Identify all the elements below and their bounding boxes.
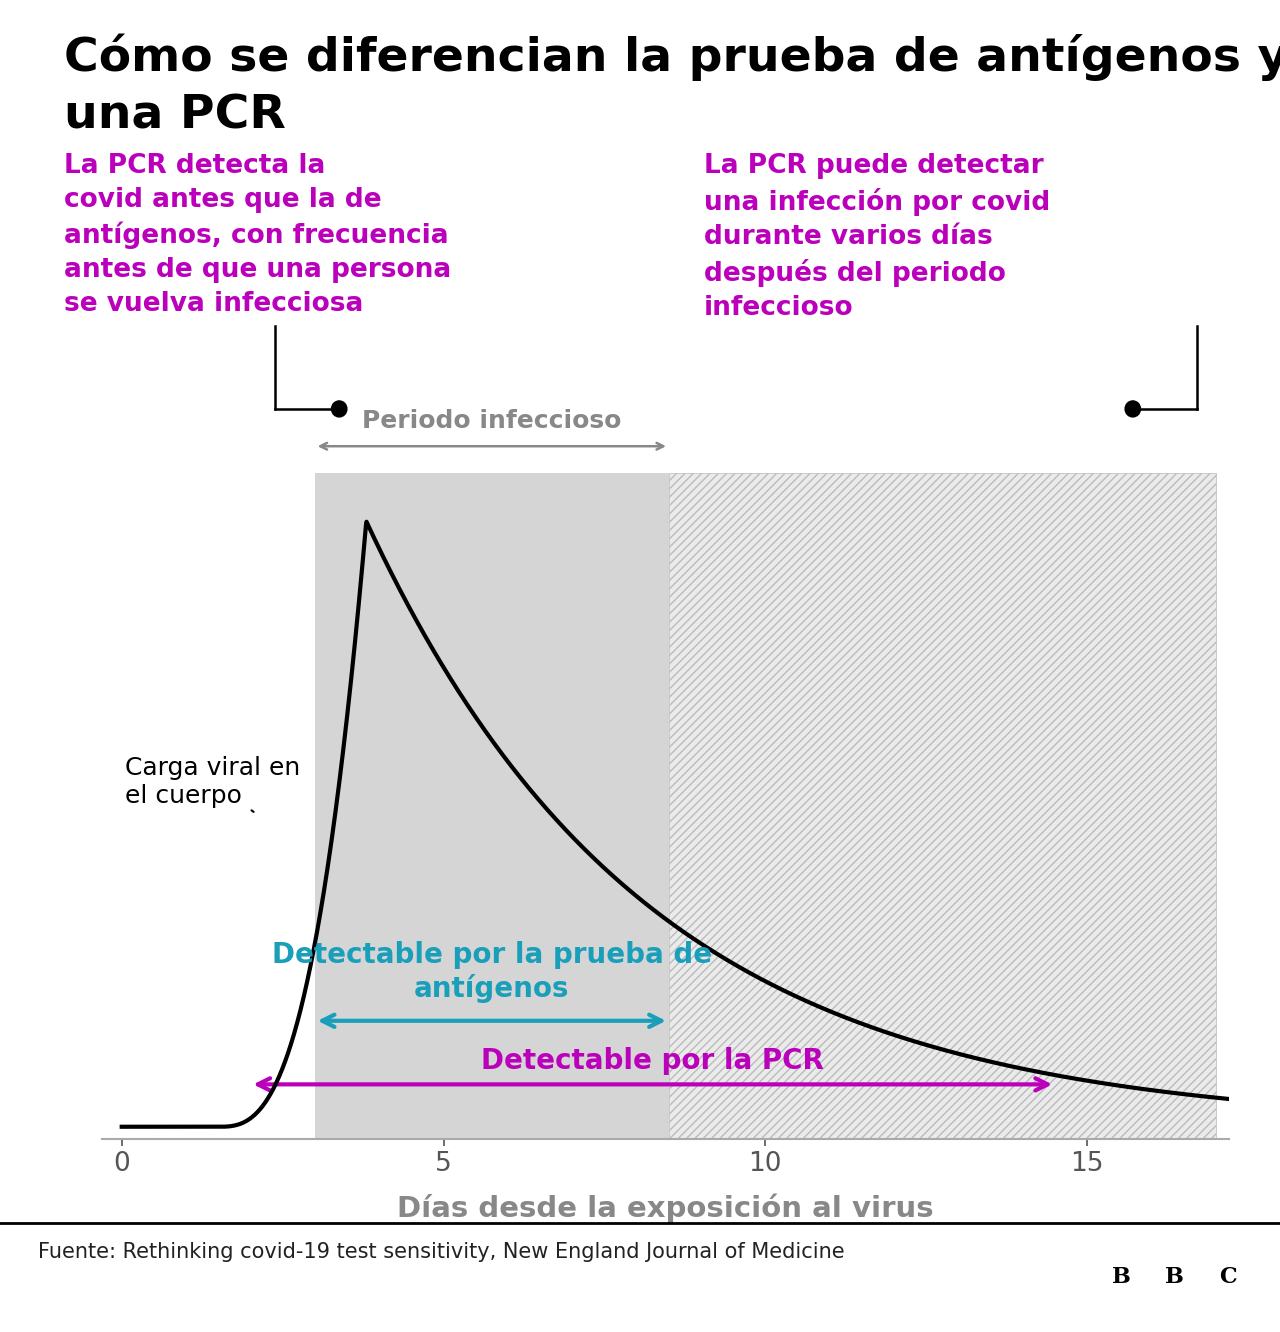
Bar bbox=[1204, 1245, 1252, 1309]
Text: Fuente: Rethinking covid-19 test sensitivity, New England Journal of Medicine: Fuente: Rethinking covid-19 test sensiti… bbox=[38, 1241, 845, 1263]
Bar bbox=[669, 473, 1216, 1139]
Text: Carga viral en
el cuerpo: Carga viral en el cuerpo bbox=[125, 755, 301, 813]
Text: La PCR detecta la
covid antes que la de
antígenos, con frecuencia
antes de que u: La PCR detecta la covid antes que la de … bbox=[64, 153, 452, 317]
Text: B: B bbox=[1165, 1267, 1184, 1288]
Text: una PCR: una PCR bbox=[64, 93, 285, 139]
Bar bbox=[1098, 1245, 1144, 1309]
Text: Cómo se diferencian la prueba de antígenos y: Cómo se diferencian la prueba de antígen… bbox=[64, 33, 1280, 81]
Text: C: C bbox=[1219, 1267, 1236, 1288]
Text: B: B bbox=[1111, 1267, 1130, 1288]
Text: Detectable por la prueba de
antígenos: Detectable por la prueba de antígenos bbox=[271, 940, 712, 1003]
X-axis label: Días desde la exposición al virus: Días desde la exposición al virus bbox=[397, 1193, 934, 1223]
Bar bbox=[315, 473, 669, 1139]
Text: La PCR puede detectar
una infección por covid
durante varios días
después del pe: La PCR puede detectar una infección por … bbox=[704, 153, 1051, 321]
Text: Detectable por la PCR: Detectable por la PCR bbox=[481, 1047, 824, 1075]
Text: Periodo infeccioso: Periodo infeccioso bbox=[362, 409, 622, 433]
Bar bbox=[1151, 1245, 1198, 1309]
